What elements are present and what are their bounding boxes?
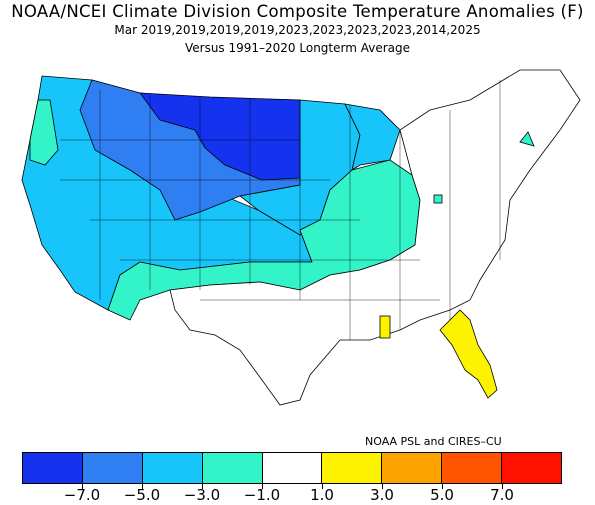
legend-tick (442, 484, 443, 489)
legend-tick-label: 5.0 (430, 486, 454, 504)
legend-tick (262, 484, 263, 489)
credit-text: NOAA PSL and CIRES–CU (365, 435, 502, 448)
legend-tick-label: 1.0 (310, 486, 334, 504)
legend-tick-label: −5.0 (123, 486, 161, 504)
legend-tick (142, 484, 143, 489)
legend-swatch (82, 453, 143, 483)
legend-swatch (202, 453, 263, 483)
region-east-south (169, 69, 581, 406)
legend-swatch (502, 453, 562, 483)
legend-tick (382, 484, 383, 489)
legend-tick-label: −7.0 (63, 486, 101, 504)
color-legend (22, 452, 562, 484)
region-northwest-coast (29, 99, 59, 166)
region-east-patch (433, 194, 443, 204)
legend-tick-label: 3.0 (370, 486, 394, 504)
legend-swatch (442, 453, 503, 483)
legend-tick (502, 484, 503, 489)
legend-tick (82, 484, 83, 489)
map-subtitle: Mar 2019,2019,2019,2019,2023,2023,2023,2… (114, 23, 481, 37)
legend-swatch (142, 453, 203, 483)
legend-swatch (382, 453, 443, 483)
baseline-note: Versus 1991–2020 Longterm Average (184, 41, 411, 55)
legend-tick (322, 484, 323, 489)
legend-tick-label: 7.0 (490, 486, 514, 504)
region-northern-plains (139, 92, 301, 181)
legend-tick (202, 484, 203, 489)
region-alabama-patch (379, 315, 391, 339)
legend-swatch (23, 453, 83, 483)
legend-swatch (322, 453, 383, 483)
map-title: NOAA/NCEI Climate Division Composite Tem… (11, 2, 584, 21)
region-florida (439, 309, 498, 399)
division-lines (60, 80, 501, 340)
legend-tick-label: −3.0 (183, 486, 221, 504)
legend-swatch (262, 453, 323, 483)
region-northeast-patch (519, 131, 535, 147)
legend-tick-label: −1.0 (243, 486, 281, 504)
region-upper-midwest (344, 103, 401, 171)
